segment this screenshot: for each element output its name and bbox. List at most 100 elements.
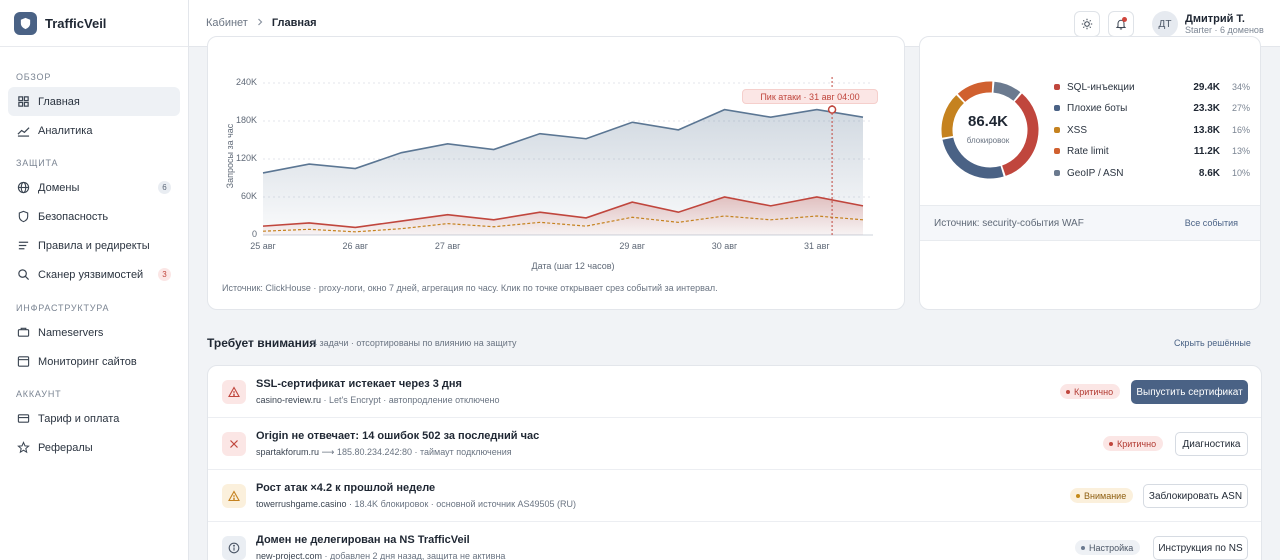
card-icon bbox=[17, 414, 30, 423]
attention-row-title: Origin не отвечает: 14 ошибок 502 за пос… bbox=[256, 430, 540, 442]
legend-item[interactable]: Плохие боты 23.3K 27% bbox=[1054, 101, 1250, 115]
sidebar-item-label: Правила и редиректы bbox=[38, 239, 150, 252]
sidebar-item-home[interactable]: Главная bbox=[8, 87, 180, 116]
sidebar-item-label: Рефералы bbox=[38, 441, 93, 454]
attention-row[interactable]: SSL-сертификат истекает через 3 дня casi… bbox=[208, 366, 1261, 418]
legend-swatch bbox=[1054, 170, 1060, 176]
attention-row-host[interactable]: new-project.com bbox=[256, 551, 323, 560]
series-line-blocked[interactable] bbox=[262, 196, 864, 229]
legend-swatch bbox=[1054, 148, 1060, 154]
nav-section-protection: ЗАЩИТА bbox=[16, 158, 59, 168]
status-dot bbox=[1109, 441, 1113, 446]
attention-row-host[interactable]: towerrushgame.casino bbox=[256, 499, 347, 509]
attention-row[interactable]: Рост атак ×4.2 к прошлой неделе towerrus… bbox=[208, 470, 1261, 522]
legend-item[interactable]: XSS 13.8K 16% bbox=[1054, 123, 1250, 137]
block-asn-button[interactable]: Заблокировать ASN bbox=[1143, 484, 1248, 508]
status-badge-label: Внимание bbox=[1084, 490, 1127, 501]
blocks-breakdown-card: 86.4K блокировок SQL-инъекции 29.4K 34% … bbox=[919, 36, 1261, 310]
attention-row-title: Рост атак ×4.2 к прошлой неделе bbox=[256, 482, 436, 494]
status-badge-label: Критично bbox=[1117, 438, 1157, 449]
legend-item[interactable]: Rate limit 11.2K 13% bbox=[1054, 144, 1250, 158]
donut-slice[interactable] bbox=[957, 81, 993, 103]
legend-swatch bbox=[1054, 127, 1060, 133]
attention-row-meta: towerrushgame.casino · 18.4K блокировок … bbox=[256, 499, 576, 509]
donut-slice[interactable] bbox=[993, 81, 1021, 101]
traffic-chart[interactable] bbox=[208, 37, 906, 311]
chart-icon bbox=[17, 127, 30, 137]
status-badge-label: Настройка bbox=[1089, 542, 1134, 553]
diagnostics-button[interactable]: Диагностика bbox=[1175, 432, 1248, 456]
legend-value: 11.2K bbox=[1193, 145, 1220, 157]
breadcrumb: Кабинет Главная bbox=[206, 17, 317, 29]
issue-certificate-button[interactable]: Выпустить сертификат bbox=[1131, 380, 1248, 404]
sidebar-item-analytics[interactable]: Аналитика bbox=[8, 116, 180, 145]
sidebar-item-scanner[interactable]: Сканер уязвимостей 3 bbox=[8, 260, 180, 289]
attention-list: SSL-сертификат истекает через 3 дня casi… bbox=[207, 365, 1262, 560]
series-line-challenged[interactable] bbox=[262, 215, 864, 233]
user-plan: Starter · 6 доменов bbox=[1185, 25, 1264, 35]
attention-title: Требует внимания bbox=[207, 336, 317, 350]
close-x-icon bbox=[222, 432, 246, 456]
home-icon bbox=[18, 96, 29, 107]
attention-subtitle: 4 задачи · отсортированы по влиянию на з… bbox=[312, 338, 517, 348]
search-icon bbox=[18, 269, 30, 281]
attention-row-host[interactable]: casino-review.ru bbox=[256, 395, 322, 405]
series-line-total[interactable] bbox=[262, 108, 864, 174]
ns-instructions-button[interactable]: Инструкция по NS bbox=[1153, 536, 1248, 560]
attention-row-details: · 18.4K блокировок · основной источник A… bbox=[346, 499, 577, 509]
sidebar-item-billing[interactable]: Тариф и оплата bbox=[8, 404, 180, 433]
donut-slice[interactable] bbox=[1001, 93, 1039, 176]
sidebar-item-nameservers[interactable]: Nameservers bbox=[8, 318, 180, 347]
sidebar-item-label: Тариф и оплата bbox=[38, 412, 120, 425]
theme-toggle-button[interactable] bbox=[1074, 11, 1100, 37]
sidebar-item-domains[interactable]: Домены 6 bbox=[8, 173, 180, 202]
attention-row[interactable]: Домен не делегирован на NS TrafficVeil n… bbox=[208, 522, 1261, 560]
sun-icon bbox=[1081, 18, 1093, 30]
breadcrumb-current: Главная bbox=[271, 17, 317, 29]
legend-name: XSS bbox=[1067, 124, 1088, 136]
x-tick-label: 29 авг bbox=[619, 241, 646, 251]
all-events-link[interactable]: Все события bbox=[1184, 218, 1238, 228]
donut-slice[interactable] bbox=[942, 137, 1004, 179]
attention-row-meta: spartakforum.ru ⟶ 185.80.234.242:80 · та… bbox=[256, 447, 512, 458]
info-icon bbox=[222, 536, 246, 560]
hide-resolved-link[interactable]: Скрыть решённые bbox=[1174, 338, 1251, 348]
attention-row-host[interactable]: spartakforum.ru bbox=[256, 447, 320, 457]
warning-triangle-icon bbox=[222, 380, 246, 404]
legend-item[interactable]: SQL-инъекции 29.4K 34% bbox=[1054, 80, 1250, 94]
donut-total-label: блокировок bbox=[966, 136, 1010, 145]
nav-section-infrastructure: ИНФРАСТРУКТУРА bbox=[16, 303, 110, 313]
peak-point[interactable] bbox=[827, 105, 837, 114]
donut-slice[interactable] bbox=[941, 95, 965, 138]
globe-icon bbox=[17, 181, 30, 194]
legend-value: 29.4K bbox=[1193, 81, 1220, 93]
sidebar-item-referrals[interactable]: Рефералы bbox=[8, 433, 180, 462]
sidebar-item-monitoring[interactable]: Мониторинг сайтов bbox=[8, 347, 180, 376]
blocks-donut-chart[interactable] bbox=[935, 75, 1045, 185]
y-tick-label: 120K bbox=[235, 153, 257, 163]
server-icon bbox=[17, 327, 30, 337]
avatar[interactable]: ДТ bbox=[1152, 11, 1178, 37]
breadcrumb-link-cabinet[interactable]: Кабинет bbox=[206, 17, 248, 29]
legend-percent: 10% bbox=[1231, 168, 1250, 178]
sidebar-item-rules[interactable]: Правила и редиректы bbox=[8, 231, 180, 260]
attention-row[interactable]: Origin не отвечает: 14 ошибок 502 за пос… bbox=[208, 418, 1261, 470]
donut-source-note: Источник: security-события WAF bbox=[934, 218, 1084, 229]
sidebar-item-security[interactable]: Безопасность bbox=[8, 202, 180, 231]
legend-item[interactable]: GeoIP / ASN 8.6K 10% bbox=[1054, 166, 1250, 180]
user-name[interactable]: Дмитрий Т. bbox=[1185, 13, 1245, 25]
star-icon bbox=[17, 441, 30, 454]
notifications-button[interactable] bbox=[1108, 11, 1134, 37]
series-area-blocked bbox=[263, 197, 863, 235]
status-badge: Критично bbox=[1060, 384, 1121, 399]
chevron-right-icon bbox=[256, 17, 264, 29]
status-badge: Настройка bbox=[1075, 540, 1141, 555]
legend-percent: 27% bbox=[1231, 103, 1250, 113]
bell-icon bbox=[1115, 19, 1127, 30]
x-tick-label: 27 авг bbox=[434, 241, 461, 251]
attention-row-meta: new-project.com · добавлен 2 дня назад, … bbox=[256, 551, 505, 560]
attention-row-details: · Let's Encrypt · автопродление отключен… bbox=[321, 395, 500, 405]
legend-value: 23.3K bbox=[1193, 102, 1220, 114]
brand[interactable]: TrafficVeil bbox=[0, 0, 188, 47]
brand-logo-icon bbox=[14, 11, 37, 35]
